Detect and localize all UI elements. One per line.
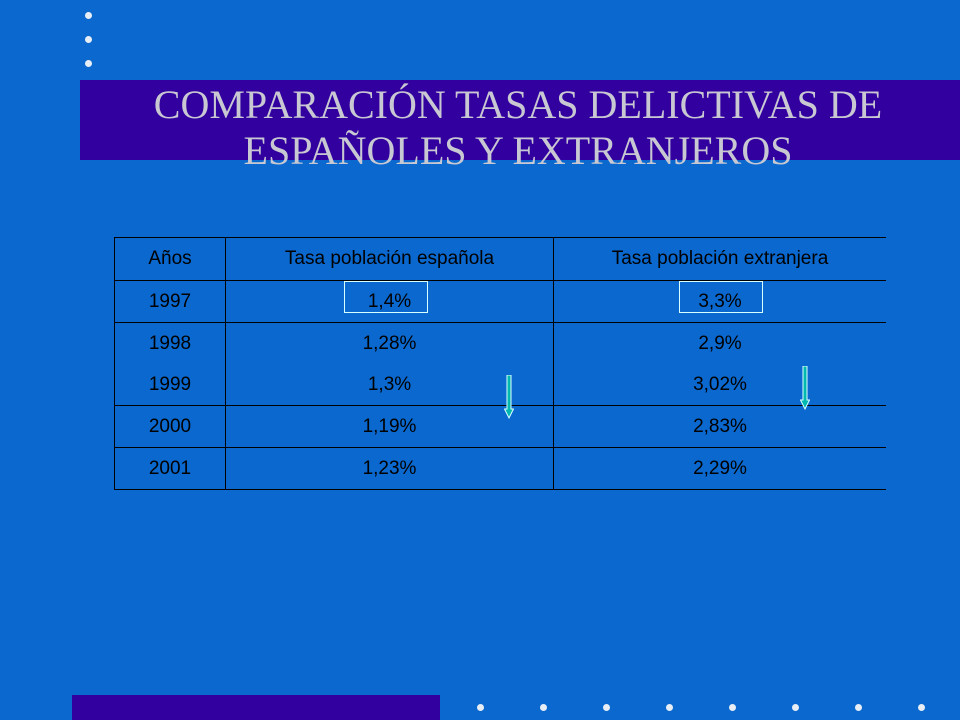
spanish-rate-cell: 1,28% (225, 322, 554, 364)
bullet-dot (85, 12, 92, 19)
title-band (80, 80, 960, 160)
table-row: 2001 1,23% 2,29% (114, 447, 886, 490)
down-arrow-icon (504, 375, 514, 419)
foreign-rate-cell: 2,29% (553, 447, 886, 490)
crime-rate-table: Años Tasa población española Tasa poblac… (114, 237, 886, 490)
year-cell: 1999 (114, 364, 226, 406)
bullet-dot (918, 704, 925, 711)
bullet-dot (540, 704, 547, 711)
year-cell: 2001 (114, 447, 226, 490)
highlight-box-spanish-1997 (344, 281, 428, 313)
table-row: 2000 1,19% 2,83% (114, 405, 886, 448)
table-header-row: Años Tasa población española Tasa poblac… (114, 237, 886, 281)
spanish-rate-cell: 1,3% (225, 364, 554, 406)
title-line-1: COMPARACIÓN TASAS DELICTIVAS DE (153, 82, 883, 127)
slide-title: COMPARACIÓN TASAS DELICTIVAS DE ESPAÑOLE… (88, 82, 948, 174)
table-row: 1998 1,28% 2,9% (114, 322, 887, 364)
title-line-2: ESPAÑOLES Y EXTRANJEROS (243, 128, 793, 173)
down-arrow-icon (800, 366, 810, 410)
bullet-dot (477, 704, 484, 711)
spanish-rate-cell: 1,23% (225, 447, 554, 490)
header-foreign-rate: Tasa población extranjera (553, 237, 886, 281)
year-cell: 1997 (114, 280, 226, 323)
highlight-box-foreign-1997 (679, 281, 763, 313)
bullet-dot (855, 704, 862, 711)
year-cell: 2000 (114, 405, 226, 448)
bullet-dot (729, 704, 736, 711)
table-row: 1999 1,3% 3,02% (114, 364, 886, 406)
table-row: 1997 1,4% 3,3% (114, 280, 886, 323)
foreign-rate-cell: 3,02% (553, 364, 886, 406)
spanish-rate-cell: 1,19% (225, 405, 554, 448)
bullet-dot (85, 60, 92, 67)
foreign-rate-cell: 3,3% (553, 280, 886, 323)
footer-band (72, 695, 440, 720)
foreign-rate-cell: 2,83% (553, 405, 886, 448)
header-years: Años (114, 237, 226, 281)
spanish-rate-cell: 1,4% (225, 280, 554, 323)
header-spanish-rate: Tasa población española (225, 237, 554, 281)
year-cell: 1998 (114, 322, 226, 364)
bullet-dot (666, 704, 673, 711)
bullet-dot (603, 704, 610, 711)
bullet-dot (792, 704, 799, 711)
bullet-dot (85, 36, 92, 43)
foreign-rate-cell: 2,9% (698, 332, 742, 354)
